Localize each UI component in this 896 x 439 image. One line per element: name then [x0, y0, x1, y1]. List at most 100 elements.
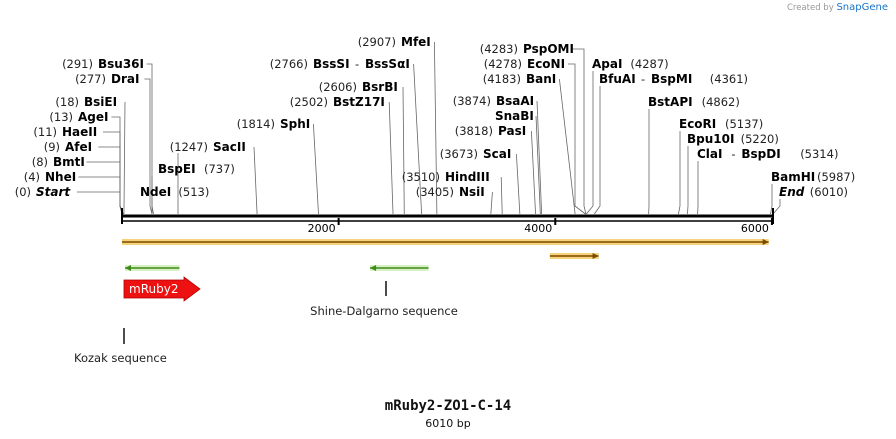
site-afei[interactable]: AfeI (9) — [44, 140, 92, 154]
site-position: (3510) — [402, 170, 440, 184]
leader-line — [535, 115, 541, 215]
site-nhei[interactable]: NheI (4) — [24, 170, 77, 184]
site-bsaai[interactable]: BsaAI (3874) — [453, 94, 534, 108]
site-position: (9) — [44, 140, 60, 154]
site-bspei[interactable]: BspEI (737) — [158, 162, 235, 176]
site-bamhi[interactable]: BamHI (5987) — [771, 170, 855, 184]
primers — [122, 239, 769, 271]
leader-line — [559, 78, 576, 215]
site-position: (3874) — [453, 94, 491, 108]
site-end[interactable]: End (6010) — [779, 185, 848, 199]
primer-4[interactable] — [549, 253, 599, 259]
site-name: Bsu36I — [98, 57, 144, 71]
site-haeii[interactable]: HaeII (11) — [33, 125, 97, 139]
primer-3[interactable] — [370, 265, 429, 271]
site-ndei[interactable]: NdeI (513) — [140, 185, 209, 199]
site-position: (8) — [32, 155, 48, 169]
site-name: BstZ17I — [333, 95, 385, 109]
site-bmti[interactable]: BmtI (8) — [32, 155, 85, 169]
site-position: (4287) — [630, 57, 668, 71]
site-position: (2766) — [270, 57, 308, 71]
site-position: (4361) — [710, 72, 748, 86]
site-position: (737) — [204, 162, 235, 176]
site-econi[interactable]: EcoNI (4278) — [484, 57, 565, 71]
leader-line — [770, 184, 773, 215]
site-position: (2502) — [290, 95, 328, 109]
site-alt-name: BspDI — [741, 147, 780, 161]
site-name: BssSI — [313, 57, 350, 71]
leader-line — [772, 199, 781, 215]
site-position: (11) — [33, 125, 57, 139]
plasmid-name: mRuby2-ZO1-C-14 — [384, 398, 512, 414]
site-name: End — [779, 185, 805, 199]
site-sacii[interactable]: SacII (1247) — [170, 140, 246, 154]
site-name: ScaI — [483, 147, 511, 161]
site-start[interactable]: Start (0) — [15, 185, 72, 199]
site-bsrbi[interactable]: BsrBI (2606) — [319, 80, 398, 94]
feature-mruby2[interactable]: mRuby2 — [123, 276, 201, 302]
site-name: PspOMI — [523, 42, 574, 56]
site-leader-lines — [77, 41, 781, 215]
leader-line — [86, 161, 124, 215]
site-name: BsaAI — [496, 94, 534, 108]
site-mfei[interactable]: MfeI (2907) — [358, 35, 431, 49]
site-snabi[interactable]: SnaBI — [495, 109, 534, 123]
credit-line: Created by SnapGene — [787, 2, 888, 13]
primer-1[interactable] — [122, 239, 769, 245]
leader-line — [594, 86, 601, 215]
site-drai[interactable]: DraI (277) — [75, 72, 139, 86]
leader-line — [98, 146, 124, 215]
feature-shine-dalgarno[interactable]: Shine-Dalgarno sequence — [310, 281, 458, 318]
site-position: (4278) — [484, 57, 522, 71]
primer-arrowhead — [592, 253, 599, 259]
site-position: (13) — [49, 110, 73, 124]
site-bpu10i[interactable]: Bpu10I (5220) — [687, 132, 779, 146]
primer-2[interactable] — [125, 265, 180, 271]
site-bsiei[interactable]: BsiEI (18) — [55, 95, 117, 109]
credit-prefix: Created by — [786, 3, 834, 13]
site-agei[interactable]: AgeI (13) — [49, 110, 108, 124]
feature-kozak[interactable]: Kozak sequence — [74, 328, 167, 365]
axis-tick-label: 2000 — [308, 222, 336, 235]
site-bsssi[interactable]: BssSI - BssSαI (2766) — [270, 57, 410, 71]
site-position: (5314) — [800, 147, 838, 161]
leader-line — [313, 123, 319, 215]
site-name: BmtI — [53, 155, 85, 169]
features: mRuby2 Shine-Dalgarno sequence Kozak seque… — [74, 276, 458, 365]
site-position: (3405) — [416, 185, 454, 199]
site-pspomi[interactable]: PspOMI (4283) — [480, 42, 574, 56]
site-name: BfuAI — [599, 72, 636, 86]
site-name: BspEI — [158, 162, 196, 176]
site-nsii[interactable]: NsiI (3405) — [416, 185, 485, 199]
cds-label: mRuby2 — [129, 282, 178, 296]
site-name: SnaBI — [495, 109, 534, 123]
site-ecori[interactable]: EcoRI (5137) — [679, 117, 763, 131]
leader-line — [144, 78, 153, 215]
leader-line — [434, 41, 438, 215]
cds-arrow — [123, 276, 201, 302]
site-name: BanI — [526, 72, 556, 86]
leader-line — [536, 100, 543, 215]
backbone: 2000 4000 6000 — [121, 208, 774, 235]
site-name: NsiI — [459, 185, 485, 199]
leader-line — [568, 63, 586, 215]
site-hindiii[interactable]: HindIII (3510) — [402, 170, 490, 184]
site-apai[interactable]: ApaI (4287) — [592, 57, 669, 71]
leader-line — [77, 191, 123, 215]
site-bstapi[interactable]: BstAPI (4862) — [648, 95, 740, 109]
site-bfuai[interactable]: BfuAI - BspMI (4361) — [599, 72, 748, 86]
site-bstz17i[interactable]: BstZ17I (2502) — [290, 95, 385, 109]
site-clai[interactable]: ClaI - BspDI (5314) — [697, 147, 838, 161]
site-name: HindIII — [445, 170, 490, 184]
site-pasi[interactable]: PasI (3818) — [455, 124, 526, 138]
site-sphi[interactable]: SphI (1814) — [237, 117, 311, 131]
site-position: (4183) — [483, 72, 521, 86]
site-name: SacII — [213, 140, 246, 154]
site-bani[interactable]: BanI (4183) — [483, 72, 557, 86]
site-separator: - — [355, 57, 359, 71]
site-name: NdeI — [140, 185, 171, 199]
site-name: MfeI — [401, 35, 431, 49]
leader-line — [123, 101, 126, 215]
site-scai[interactable]: ScaI (3673) — [440, 147, 512, 161]
site-bsu36i[interactable]: Bsu36I (291) — [62, 57, 144, 71]
